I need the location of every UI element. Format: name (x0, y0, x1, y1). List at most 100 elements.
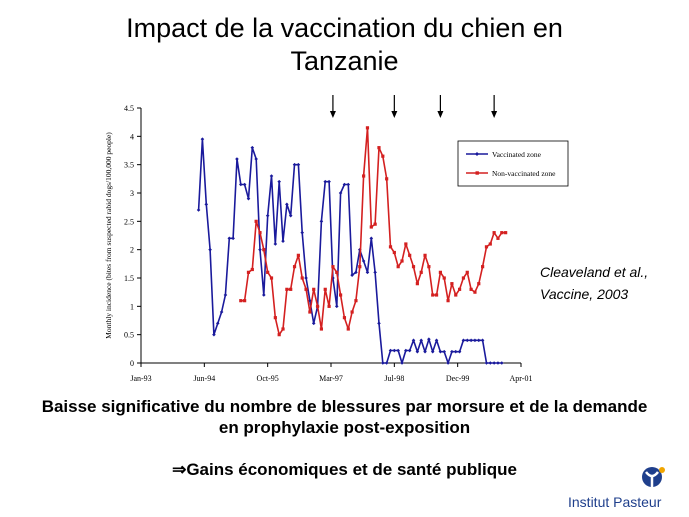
data-point-non-vaccinated (465, 270, 469, 274)
data-point-vaccinated (288, 213, 293, 218)
gains-statement: ⇒Gains économiques et de santé publique (0, 460, 689, 480)
arrow-head-icon (391, 111, 398, 118)
data-point-vaccinated (430, 349, 435, 354)
data-point-non-vaccinated (446, 299, 450, 303)
data-point-vaccinated (204, 202, 209, 207)
citation-line-2: Vaccine, 2003 (540, 286, 629, 302)
data-point-non-vaccinated (385, 177, 389, 181)
y-tick-label: 2 (130, 246, 134, 255)
y-tick-label: 1.5 (124, 274, 134, 283)
slide-title-line-2: Tanzanie (290, 46, 399, 76)
data-point-non-vaccinated (488, 242, 492, 246)
slide-title-line-1: Impact de la vaccination du chien en (126, 13, 563, 43)
data-point-non-vaccinated (484, 245, 489, 249)
data-point-vaccinated (384, 361, 389, 365)
data-point-non-vaccinated (400, 259, 404, 263)
data-point-non-vaccinated (408, 253, 412, 257)
legend-label: Non-vaccinated zone (492, 169, 556, 178)
y-tick-label: 4 (130, 132, 134, 141)
data-point-non-vaccinated (246, 270, 251, 274)
legend-marker (475, 171, 479, 175)
data-point-vaccinated (434, 338, 439, 343)
vaccination-arrows (329, 95, 498, 118)
data-point-non-vaccinated (419, 270, 423, 274)
data-point-vaccinated (342, 182, 347, 187)
incidence-chart: 0 0.5 1 1.5 2 2.5 3 3.5 4 4.5 Jan-93 Jun-94 Oct-95 Ma… (104, 95, 569, 383)
series-line-non-vaccinated (240, 127, 506, 336)
y-tick-label: 0 (130, 359, 134, 368)
conclusion-text: Baisse significative du nombre de blessu… (0, 396, 689, 438)
data-point-non-vaccinated (308, 310, 312, 314)
data-point-vaccinated (492, 361, 496, 365)
data-point-vaccinated (373, 270, 377, 275)
data-point-vaccinated (231, 236, 235, 241)
data-point-vaccinated (453, 349, 458, 354)
data-point-vaccinated (461, 338, 466, 343)
data-point-vaccinated (465, 338, 470, 343)
data-point-non-vaccinated (362, 174, 366, 178)
data-point-non-vaccinated (239, 299, 243, 303)
data-point-non-vaccinated (442, 276, 446, 280)
data-point-vaccinated (346, 182, 351, 187)
data-point-non-vaccinated (473, 290, 477, 294)
y-tick-label: 3.5 (124, 161, 134, 170)
arrow-head-icon (329, 111, 336, 118)
logo-text: Institut Pasteur (568, 494, 662, 510)
arrow-head-icon (491, 111, 498, 118)
data-point-non-vaccinated (269, 276, 274, 280)
data-point-non-vaccinated (427, 265, 431, 269)
data-point-non-vaccinated (289, 287, 293, 291)
data-point-non-vaccinated (338, 293, 343, 297)
data-point-vaccinated (407, 348, 412, 353)
data-point-vaccinated (285, 202, 289, 207)
data-point-non-vaccinated (258, 231, 262, 235)
data-point-vaccinated (269, 174, 274, 178)
data-point-vaccinated (415, 349, 420, 354)
data-point-non-vaccinated (346, 327, 350, 331)
data-point-vaccinated (469, 338, 473, 343)
data-point-vaccinated (212, 332, 216, 337)
data-point-vaccinated (200, 137, 205, 141)
x-tick-label: Jun-94 (193, 374, 215, 383)
data-point-vaccinated (496, 361, 500, 365)
data-point-vaccinated (388, 348, 393, 353)
x-tick-label: Oct-95 (257, 374, 279, 383)
data-point-vaccinated (473, 338, 477, 343)
data-point-vaccinated (480, 338, 485, 343)
data-point-vaccinated (361, 259, 366, 263)
data-point-vaccinated (411, 338, 416, 343)
data-point-vaccinated (308, 298, 312, 303)
data-point-vaccinated (319, 219, 324, 224)
data-point-vaccinated (350, 273, 354, 277)
data-point-vaccinated (300, 230, 305, 235)
data-point-non-vaccinated (423, 253, 427, 257)
legend-marker (475, 152, 479, 156)
data-point-vaccinated (419, 338, 424, 343)
chart-axes: 0 0.5 1 1.5 2 2.5 3 3.5 4 4.5 Jan-93 Jun-94 Oct-95 Ma… (104, 104, 532, 383)
data-point-non-vaccinated (254, 219, 258, 223)
data-point-vaccinated (235, 157, 239, 161)
pasteur-emblem-icon (642, 467, 665, 492)
data-point-non-vaccinated (266, 270, 270, 274)
data-point-vaccinated (381, 361, 385, 365)
data-point-vaccinated (273, 242, 278, 246)
data-point-vaccinated (246, 196, 251, 201)
gains-text: Gains économiques et de santé publique (186, 460, 517, 479)
data-point-non-vaccinated (285, 287, 289, 291)
data-point-non-vaccinated (369, 225, 373, 229)
data-point-vaccinated (258, 247, 262, 252)
data-point-vaccinated (377, 321, 381, 326)
data-point-vaccinated (292, 162, 297, 167)
data-point-vaccinated (250, 145, 255, 150)
series-line-vaccinated (197, 138, 502, 364)
data-point-non-vaccinated (358, 265, 362, 269)
arrow-head-icon (437, 111, 444, 118)
data-point-vaccinated (277, 179, 281, 184)
data-point-non-vaccinated (415, 282, 419, 286)
data-point-vaccinated (334, 304, 339, 309)
data-point-non-vaccinated (281, 327, 285, 331)
data-point-vaccinated (242, 182, 247, 187)
data-point-non-vaccinated (450, 282, 454, 286)
data-point-vaccinated (423, 349, 427, 354)
y-axis-label: Monthly incidence (bites from suspected … (104, 132, 113, 339)
